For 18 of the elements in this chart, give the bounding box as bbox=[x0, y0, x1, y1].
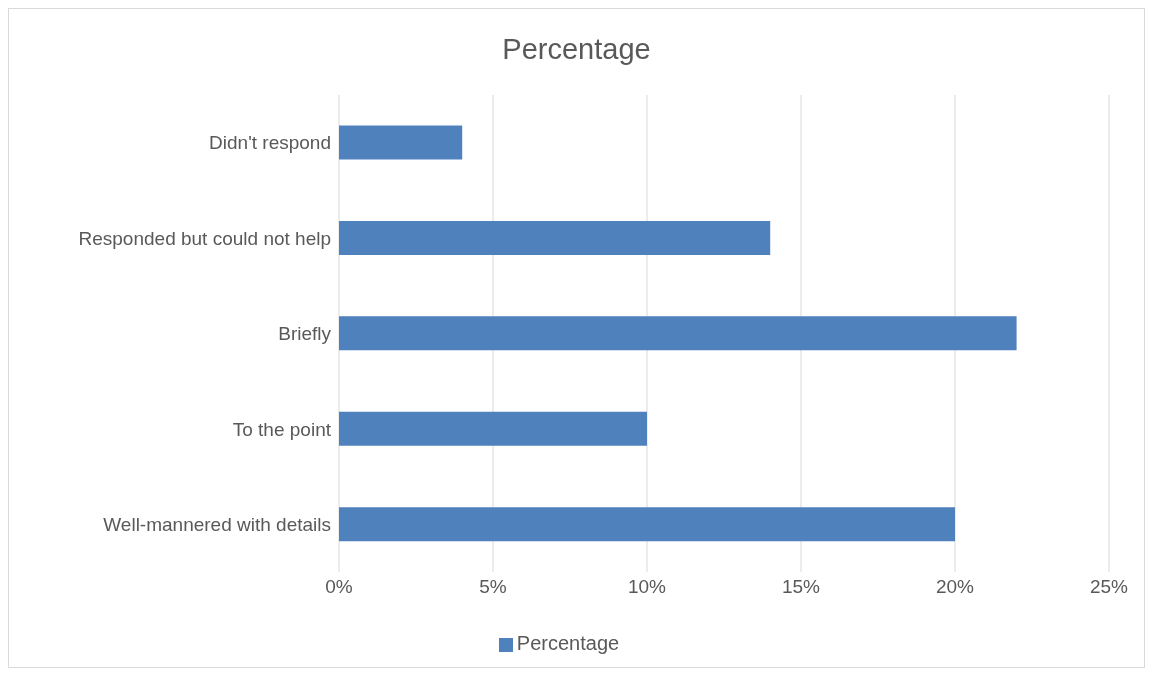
x-tick-label: 5% bbox=[479, 576, 507, 598]
x-tick-label: 20% bbox=[935, 576, 975, 598]
x-tick-label: 25% bbox=[1089, 576, 1129, 598]
bar bbox=[339, 220, 771, 255]
y-tick-label: Didn't respond bbox=[209, 132, 331, 154]
y-tick-label: Briefly bbox=[278, 323, 332, 345]
x-tick-label: 15% bbox=[781, 576, 821, 598]
y-tick-label: Well-mannered with details bbox=[103, 514, 331, 536]
bar bbox=[339, 316, 1017, 351]
y-tick-label: Responded but could not help bbox=[78, 227, 331, 249]
legend-label: Percentage bbox=[516, 632, 620, 654]
bar bbox=[339, 125, 463, 160]
chart-title: Percentage bbox=[501, 32, 652, 67]
x-tick-label: 0% bbox=[325, 576, 353, 598]
bar bbox=[339, 411, 647, 446]
bar bbox=[339, 507, 955, 542]
x-tick-label: 10% bbox=[627, 576, 667, 598]
y-tick-label: To the point bbox=[232, 418, 332, 440]
